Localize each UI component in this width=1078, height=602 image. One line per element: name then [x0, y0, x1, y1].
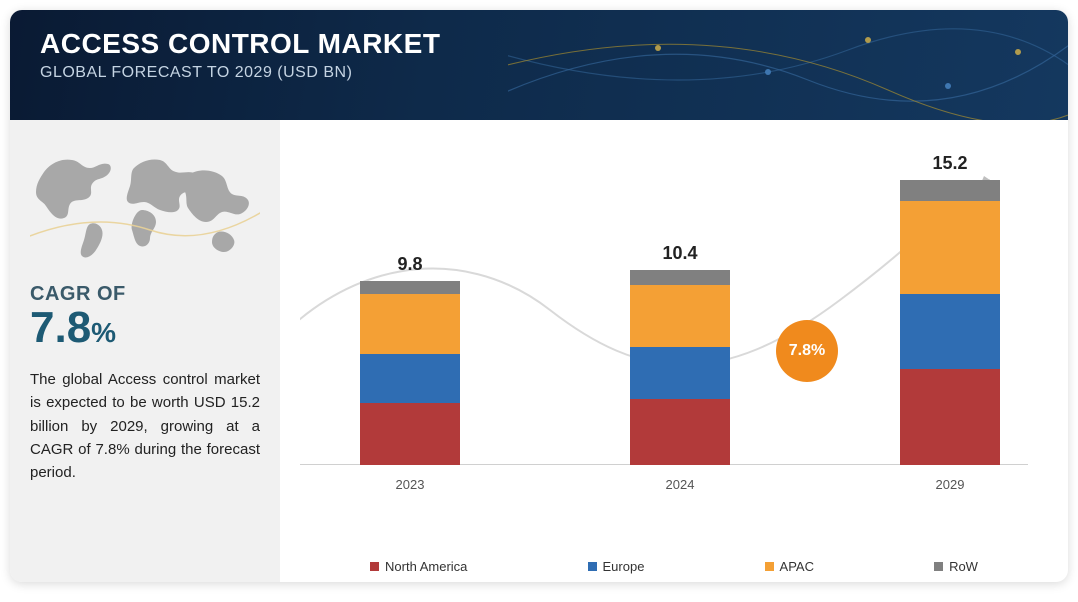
segment-apac [360, 294, 460, 354]
infographic-card: ACCESS CONTROL MARKET GLOBAL FORECAST TO… [10, 10, 1068, 582]
legend-label: North America [385, 559, 467, 574]
x-axis-label: 2024 [630, 477, 730, 492]
cagr-value: 7.8% [30, 306, 260, 350]
x-axis-label: 2029 [900, 477, 1000, 492]
segment-europe [360, 354, 460, 403]
description-text: The global Access control market is expe… [30, 368, 260, 484]
bar-2023 [360, 281, 460, 465]
legend-label: Europe [603, 559, 645, 574]
legend-item: North America [370, 559, 467, 574]
legend: North America Europe APAC RoW [280, 555, 1068, 582]
bar-total-label: 10.4 [630, 243, 730, 264]
segment-apac [630, 285, 730, 347]
legend-swatch [765, 562, 774, 571]
segment-europe [630, 347, 730, 400]
legend-label: APAC [780, 559, 814, 574]
body: CAGR OF 7.8% The global Access control m… [10, 120, 1068, 582]
left-panel: CAGR OF 7.8% The global Access control m… [10, 120, 280, 582]
world-map-icon [30, 140, 260, 270]
bar-total-label: 9.8 [360, 254, 460, 275]
segment-row [630, 270, 730, 285]
segment-row [900, 180, 1000, 201]
legend-item: APAC [765, 559, 814, 574]
legend-swatch [370, 562, 379, 571]
x-axis-label: 2023 [360, 477, 460, 492]
cagr-bubble: 7.8% [776, 320, 838, 382]
bar-2024 [630, 270, 730, 465]
header-decoration [508, 10, 1068, 120]
stacked-bar-chart: 9.8 2023 10.4 2024 15.2 2029 7.8% [300, 140, 1048, 510]
segment-europe [900, 294, 1000, 369]
segment-north-america [630, 399, 730, 465]
legend-label: RoW [949, 559, 978, 574]
chart-panel: 9.8 2023 10.4 2024 15.2 2029 7.8% North Americ… [280, 120, 1068, 582]
cagr-number: 7.8 [30, 303, 91, 352]
header: ACCESS CONTROL MARKET GLOBAL FORECAST TO… [10, 10, 1068, 120]
segment-north-america [360, 403, 460, 465]
legend-swatch [934, 562, 943, 571]
segment-north-america [900, 369, 1000, 465]
bar-2029 [900, 180, 1000, 465]
segment-row [360, 281, 460, 294]
legend-swatch [588, 562, 597, 571]
segment-apac [900, 201, 1000, 295]
percent-sign: % [91, 317, 116, 348]
legend-item: Europe [588, 559, 645, 574]
bar-total-label: 15.2 [900, 153, 1000, 174]
legend-item: RoW [934, 559, 978, 574]
